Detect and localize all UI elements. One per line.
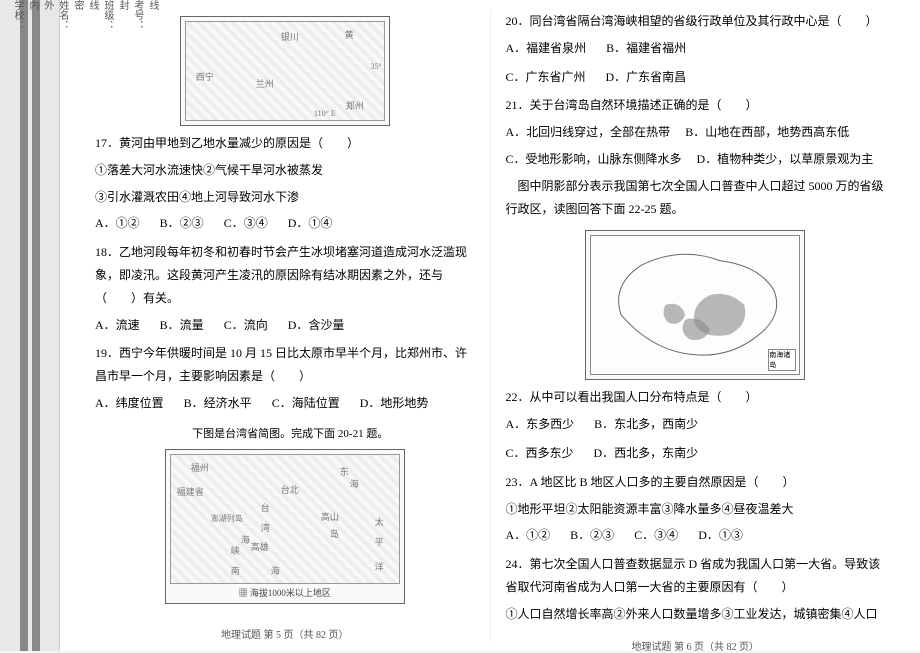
q24-line1: ①人口自然增长率高②外来人口数量增多③工业发达，城镇密集④人口: [506, 603, 886, 626]
map-label: 湾: [261, 521, 270, 534]
option[interactable]: C．③④: [634, 524, 678, 547]
q24-stem: 24．第七次全国人口普查数据显示 D 省成为我国人口第一大省。导致该省取代河南省…: [506, 553, 886, 599]
binding-edge: 线 考号： 封 班级： 线 密 姓名： 外 内 学校：: [0, 0, 60, 651]
option[interactable]: B．东北多，西南少: [594, 413, 698, 436]
map-image: 银川 黄 西宁 兰州 郑州 35° 110° E: [185, 21, 385, 121]
map-label: 峡: [231, 544, 240, 557]
binding-label: 班级：: [100, 0, 115, 651]
option[interactable]: D．广东省南昌: [606, 66, 687, 89]
map-label: 兰州: [256, 77, 274, 90]
q23-options: A．①② B．②③ C．③④ D．①③: [506, 524, 886, 547]
right-column: 20．同台湾省隔台湾海峡相望的省级行政单位及其行政中心是（ ） A．福建省泉州 …: [491, 10, 901, 641]
q21-opt-cd: C．受地形影响，山脉东侧降水多 D．植物种类少，以草原景观为主: [506, 148, 886, 171]
option[interactable]: C．流向: [224, 314, 268, 337]
inset-label: 南海诸岛: [769, 350, 795, 370]
q22-options: A．东多西少 B．东北多，西南少: [506, 413, 886, 436]
page-container: 线 考号： 封 班级： 线 密 姓名： 外 内 学校： 银川 黄 西宁 兰州 郑…: [0, 0, 920, 651]
option[interactable]: B．山地在西部，地势西高东低: [685, 125, 849, 139]
binding-label: 外: [40, 0, 55, 651]
option[interactable]: C．西多东少: [506, 442, 574, 465]
map-label: 35°: [371, 62, 382, 71]
map-label: 太: [375, 515, 384, 528]
map-label: 海: [271, 564, 280, 577]
option[interactable]: D．西北多，东南少: [594, 442, 699, 465]
option[interactable]: B．②③: [570, 524, 614, 547]
figure-yellow-river-map: 银川 黄 西宁 兰州 郑州 35° 110° E: [180, 16, 390, 126]
content-area: 银川 黄 西宁 兰州 郑州 35° 110° E 17．黄河由甲地到乙地水量减少…: [60, 0, 920, 651]
page-footer-right: 地理试题 第 6 页（共 82 页）: [506, 630, 886, 653]
binding-label: 学校：: [10, 0, 25, 651]
binding-label: 内: [25, 0, 40, 651]
option[interactable]: D．①③: [698, 524, 743, 547]
map-label: 高雄: [251, 540, 269, 553]
binding-label: 线: [145, 0, 160, 651]
figure-china-map: 南海诸岛: [585, 230, 805, 380]
option[interactable]: C．受地形影响，山脉东侧降水多: [506, 152, 682, 166]
q21-opt-ab: A．北回归线穿过，全部在热带 B．山地在西部，地势西高东低: [506, 121, 886, 144]
figure-taiwan-map: 福州 东 海 福建省 台北 澎湖列岛 台 高山 湾 海 高雄 岛 太 峡 平 南: [165, 449, 405, 604]
option[interactable]: C．海陆位置: [272, 392, 340, 415]
map-label: 西宁: [196, 70, 214, 83]
map-label: 台北: [281, 483, 299, 496]
option[interactable]: D．植物种类少，以草原景观为主: [697, 152, 874, 166]
option[interactable]: D．地形地势: [360, 392, 429, 415]
map-label: 洋: [375, 560, 384, 573]
option[interactable]: B．②③: [160, 212, 204, 235]
map-label: 台: [261, 501, 270, 514]
option[interactable]: B．福建省福州: [606, 37, 686, 60]
map-label: 海: [350, 477, 359, 490]
q21-stem: 21．关于台湾岛自然环境描述正确的是（ ）: [506, 94, 886, 117]
map-label: 平: [375, 535, 384, 548]
map-label: 郑州: [346, 99, 364, 112]
binding-label: 考号：: [130, 0, 145, 651]
option[interactable]: A．①②: [506, 524, 551, 547]
option[interactable]: C．③④: [224, 212, 268, 235]
map-image: 福州 东 海 福建省 台北 澎湖列岛 台 高山 湾 海 高雄 岛 太 峡 平 南: [170, 454, 400, 584]
option[interactable]: A．东多西少: [506, 413, 575, 436]
map-label: 110° E: [314, 109, 336, 118]
binding-label: 线: [85, 0, 100, 651]
option[interactable]: A．福建省泉州: [506, 37, 587, 60]
binding-labels: 线 考号： 封 班级： 线 密 姓名： 外 内 学校：: [10, 0, 160, 651]
option[interactable]: A．北回归线穿过，全部在热带: [506, 125, 671, 139]
q22-stem: 22．从中可以看出我国人口分布特点是（ ）: [506, 386, 886, 409]
map-label: 东: [340, 465, 349, 478]
q20-options: A．福建省泉州 B．福建省福州: [506, 37, 886, 60]
option[interactable]: B．经济水平: [184, 392, 252, 415]
map-image: 南海诸岛: [590, 235, 800, 375]
option[interactable]: C．广东省广州: [506, 66, 586, 89]
q23-line1: ①地形平坦②太阳能资源丰富③降水量多④昼夜温差大: [506, 498, 886, 521]
map-label: 澎湖列岛: [211, 513, 243, 524]
q20-options-2: C．广东省广州 D．广东省南昌: [506, 66, 886, 89]
binding-label: 密: [70, 0, 85, 651]
map-label: 海: [241, 533, 250, 546]
binding-label: 姓名：: [55, 0, 70, 651]
map-label: 银川: [281, 30, 299, 43]
map-label: 福建省: [177, 485, 204, 498]
option[interactable]: D．①④: [288, 212, 333, 235]
map-legend-text: ▦ 海拔1000米以上地区: [239, 586, 331, 599]
map-label: 高山: [321, 510, 339, 523]
q23-stem: 23．A 地区比 B 地区人口多的主要自然原因是（ ）: [506, 471, 886, 494]
option[interactable]: D．含沙量: [288, 314, 345, 337]
legend-label: 海拔1000米以上地区: [250, 588, 331, 598]
q20-stem: 20．同台湾省隔台湾海峡相望的省级行政单位及其行政中心是（ ）: [506, 10, 886, 33]
binding-label: 封: [115, 0, 130, 651]
passage-text: 图中阴影部分表示我国第七次全国人口普查中人口超过 5000 万的省级行政区，读图…: [506, 175, 886, 221]
q22-options-2: C．西多东少 D．西北多，东南少: [506, 442, 886, 465]
option[interactable]: B．流量: [160, 314, 204, 337]
inset-box: 南海诸岛: [768, 349, 796, 371]
map-label: 南: [231, 564, 240, 577]
map-label: 福州: [191, 461, 209, 474]
map-label: 岛: [330, 527, 339, 540]
map-label: 黄: [345, 28, 354, 41]
